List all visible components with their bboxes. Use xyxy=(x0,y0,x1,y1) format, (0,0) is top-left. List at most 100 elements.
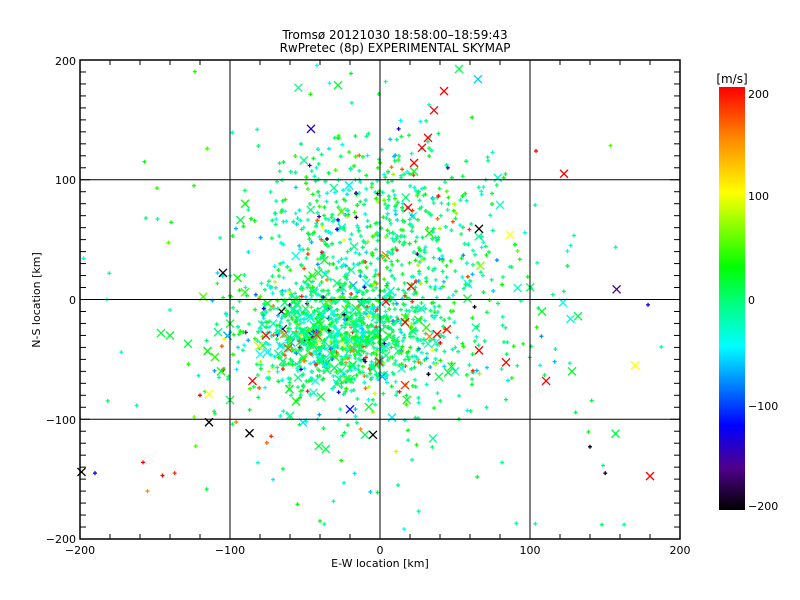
scatter-point xyxy=(307,201,312,206)
scatter-point xyxy=(387,307,392,312)
scatter-point xyxy=(316,392,326,402)
scatter-point xyxy=(349,100,354,105)
scatter-point xyxy=(415,336,420,341)
scatter-point xyxy=(309,369,314,374)
point-stroke xyxy=(316,392,326,402)
scatter-point xyxy=(311,376,320,386)
scatter-point xyxy=(356,228,361,233)
scatter-point xyxy=(363,386,368,391)
scatter-point xyxy=(471,323,481,332)
point-stroke xyxy=(332,278,342,288)
scatter-point xyxy=(262,347,272,357)
scatter-point xyxy=(407,260,412,265)
scatter-point xyxy=(298,142,303,147)
scatter-point xyxy=(345,249,350,254)
point-stroke xyxy=(213,327,223,337)
scatter-point xyxy=(434,372,444,382)
scatter-point xyxy=(451,293,456,298)
scatter-point xyxy=(393,379,398,384)
scatter-point xyxy=(442,349,447,354)
scatter-point xyxy=(317,282,322,287)
scatter-point xyxy=(460,341,465,346)
scatter-point xyxy=(326,146,331,151)
scatter-point xyxy=(424,118,429,123)
scatter-point xyxy=(275,306,280,311)
chart-title: Tromsø 20121030 18:58:00–18:59:43 xyxy=(281,28,507,42)
scatter-point xyxy=(309,293,314,298)
scatter-point xyxy=(312,174,317,179)
scatter-point xyxy=(346,188,351,193)
scatter-point xyxy=(392,196,397,201)
scatter-point xyxy=(318,310,328,320)
scatter-point xyxy=(358,273,363,278)
scatter-point xyxy=(470,352,475,357)
scatter-point xyxy=(385,358,390,363)
scatter-point xyxy=(277,161,282,166)
scatter-point xyxy=(336,259,341,264)
scatter-point xyxy=(504,352,509,357)
scatter-point xyxy=(374,320,379,325)
scatter-point xyxy=(280,367,285,372)
scatter-point xyxy=(349,388,354,393)
scatter-point xyxy=(438,358,443,363)
scatter-point xyxy=(298,218,303,223)
scatter-point xyxy=(386,197,391,202)
scatter-point xyxy=(428,365,433,370)
scatter-point xyxy=(417,198,422,203)
scatter-point xyxy=(213,327,223,337)
scatter-point xyxy=(329,183,339,193)
scatter-point xyxy=(439,201,444,206)
scatter-point xyxy=(444,189,449,194)
scatter-point xyxy=(366,397,371,402)
scatter-point xyxy=(253,292,258,297)
scatter-point xyxy=(391,172,396,177)
scatter-point xyxy=(435,309,440,314)
point-stroke xyxy=(284,332,294,342)
scatter-point xyxy=(472,339,477,344)
scatter-point xyxy=(390,370,395,375)
scatter-point xyxy=(470,262,475,267)
scatter-point xyxy=(309,169,314,174)
point-stroke xyxy=(402,395,412,405)
scatter-point xyxy=(287,313,292,318)
point-stroke xyxy=(381,341,391,351)
scatter-point xyxy=(234,367,239,372)
scatter-point xyxy=(396,287,401,292)
scatter-point xyxy=(293,185,298,190)
scatter-point xyxy=(402,234,407,239)
scatter-point xyxy=(212,368,217,373)
scatter-point xyxy=(366,341,371,346)
scatter-point xyxy=(446,195,451,200)
scatter-point xyxy=(288,169,293,174)
scatter-point xyxy=(386,319,391,324)
scatter-point xyxy=(251,384,256,389)
scatter-point xyxy=(235,324,240,329)
scatter-point xyxy=(449,361,454,366)
scatter-point xyxy=(275,369,280,374)
scatter-point xyxy=(255,127,260,132)
scatter-point xyxy=(273,330,278,335)
scatter-point xyxy=(424,279,429,284)
scatter-point xyxy=(315,262,320,267)
scatter-point xyxy=(319,152,324,157)
scatter-point xyxy=(365,218,370,223)
scatter-point xyxy=(385,180,390,185)
scatter-point xyxy=(312,360,317,365)
scatter-point xyxy=(495,301,500,306)
scatter-point xyxy=(289,393,294,398)
scatter-point xyxy=(341,188,346,193)
scatter-point xyxy=(458,198,463,203)
scatter-point xyxy=(484,310,489,315)
scatter-point xyxy=(307,237,312,242)
scatter-point xyxy=(402,302,407,307)
scatter-point xyxy=(342,237,347,242)
scatter-point xyxy=(236,332,241,337)
scatter-point xyxy=(375,256,380,261)
scatter-point xyxy=(408,345,413,350)
scatter-point xyxy=(293,154,298,159)
scatter-point xyxy=(347,353,352,358)
scatter-point xyxy=(397,239,402,244)
scatter-point xyxy=(374,348,379,353)
scatter-point xyxy=(333,168,338,173)
scatter-point xyxy=(392,276,397,281)
